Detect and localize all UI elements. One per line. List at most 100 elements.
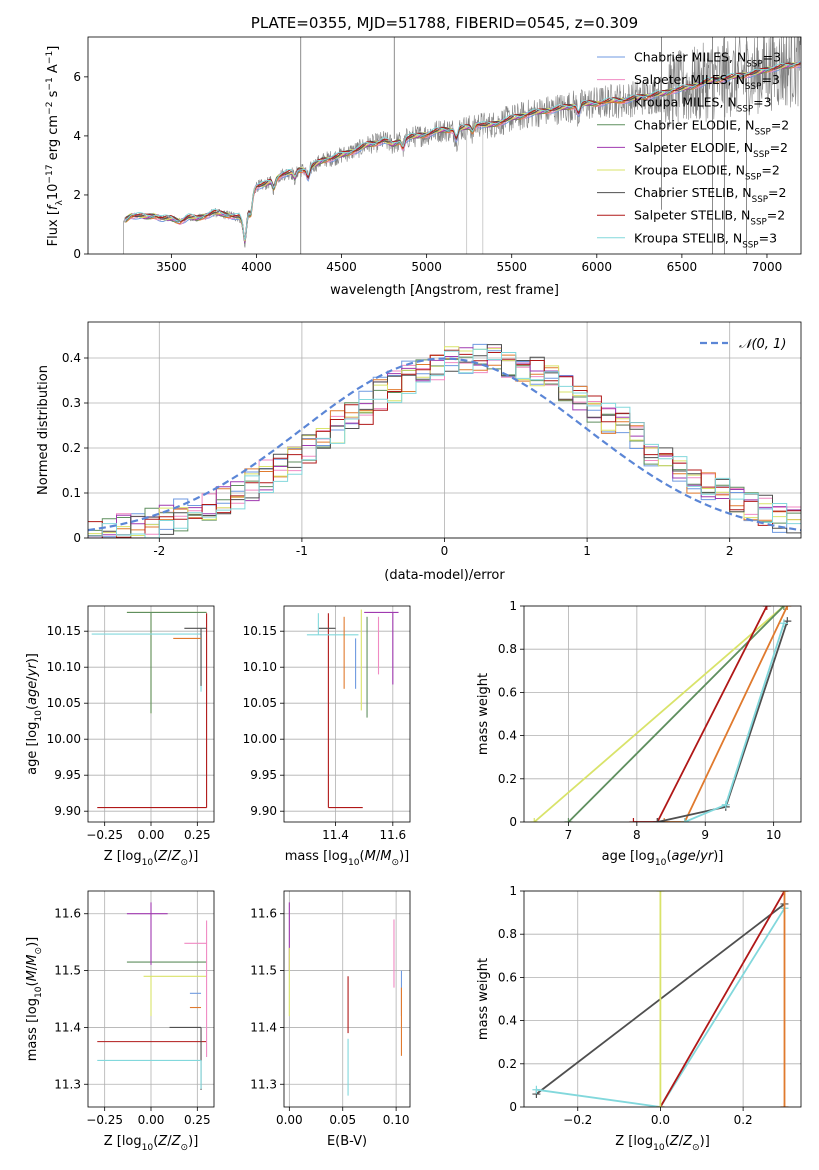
x-tick-label: 0.10: [383, 1113, 410, 1127]
y-tick-label: 10.05: [243, 696, 277, 710]
cumulative-marker: [656, 891, 665, 895]
cumulative-marker: [780, 891, 789, 895]
y-tick-label: 10.15: [243, 624, 277, 638]
spectrum-ylabel: Flux [fλ10−17 erg cm−2 s−1 A−1]: [45, 46, 65, 247]
cumulative-age-axes-xlabel: age [log10(age/yr)]: [602, 849, 724, 868]
mass-vs-Z-axes-frame: [87, 890, 215, 1108]
y-tick-label: 0.3: [62, 396, 81, 410]
legend-label: Chabrier MILES, NSSP=3: [634, 50, 781, 70]
age-vs-mass-axes-xlabel: mass [log10(M/M⊙)]: [285, 849, 409, 868]
legend-label: Salpeter ELODIE, NSSP=2: [634, 140, 788, 160]
mass-vs-EBV-axes: 0.00 0.05 0.10 11.3 11.4 11.5 11.6: [250, 890, 411, 1127]
mass-vs-Z-axes: −0.25 0.00 0.25 11.3 11.4 11.5 11.6: [54, 890, 215, 1127]
mass-vs-EBV-axes-plot: [288, 902, 403, 1096]
y-tick-label: 9.90: [54, 804, 81, 818]
y-tick-label: 0.8: [498, 642, 517, 656]
y-tick-label: 11.4: [250, 1020, 277, 1034]
mass-vs-Z-axes-plot: [97, 902, 208, 1090]
x-tick-label: 0: [441, 544, 449, 558]
mass-vs-EBV-axes-xlabel: E(B-V): [327, 1134, 367, 1149]
spectrum-axes: 3500 4000 4500 5000 5500 6000 6500 7000 0 2 4 6: [73, 36, 802, 274]
y-tick-label: 9.95: [250, 768, 277, 782]
y-tick-label: 6: [73, 70, 81, 84]
x-tick-label: −0.25: [86, 1113, 123, 1127]
x-tick-label: 4500: [326, 260, 357, 274]
y-tick-label: 0.6: [498, 685, 517, 699]
age-vs-mass-axes: 11.4 11.6 9.90 9.95 10.00 10.05 10.10 10.15: [243, 605, 411, 842]
cumulative-marker: [532, 1085, 541, 1094]
y-tick-label: 4: [73, 129, 81, 143]
x-tick-label: 6000: [582, 260, 613, 274]
model-spectrum: [125, 60, 801, 240]
cumulative-age-axes: 7 8 9 10 0 0.2 0.4 0.6 0.8 1: [498, 599, 802, 842]
cumulative-Z-axes: −0.2 0.0 0.2 0 0.2 0.4 0.6 0.8 1: [498, 884, 802, 1127]
cumulative-marker: [721, 800, 730, 809]
cumulative-marker: [660, 818, 669, 822]
cumulative-marker: [779, 619, 788, 628]
y-tick-label: 1: [509, 884, 517, 898]
cumulative-marker: [656, 1103, 665, 1107]
residuals-axes-frame: [87, 321, 802, 539]
y-tick-label: 0: [73, 531, 81, 545]
mass-vs-Z-axes-xlabel: Z [log10(Z/Z⊙)]: [104, 1134, 199, 1153]
mass-vs-Z-axes-ticks: −0.25 0.00 0.25 11.3 11.4 11.5 11.6: [54, 907, 210, 1127]
x-tick-label: 5500: [496, 260, 527, 274]
legend-label: Kroupa MILES, NSSP=3: [634, 95, 772, 115]
age-vs-mass-axes-ticks: 11.4 11.6 9.90 9.95 10.00 10.05 10.10 10.15: [243, 624, 407, 842]
age-vs-Z-axes: −0.25 0.00 0.25 9.90 9.95 10.00 10.05 10.10 10.1…: [47, 605, 215, 842]
x-tick-label: 0.0: [651, 1113, 670, 1127]
x-tick-label: -2: [153, 544, 165, 558]
y-tick-label: 0.2: [62, 441, 81, 455]
cumulative-Z-axes-ticks: −0.2 0.0 0.2 0 0.2 0.4 0.6 0.8 1: [498, 884, 753, 1127]
x-tick-label: 0.2: [734, 1113, 753, 1127]
y-tick-label: 0: [509, 815, 517, 829]
y-tick-label: 0.2: [498, 772, 517, 786]
residuals-xlabel: (data-model)/error: [384, 568, 505, 583]
y-tick-label: 0: [73, 247, 81, 261]
x-tick-label: −0.2: [563, 1113, 592, 1127]
gaussian-curve: [88, 357, 801, 532]
x-tick-label: 9: [701, 828, 709, 842]
x-tick-label: -1: [296, 544, 308, 558]
residuals-axes: -2 -1 0 1 2 0 0.1 0.2 0.3 0.4: [62, 321, 802, 558]
y-tick-label: 11.6: [54, 907, 81, 921]
cumulative-age-axes-ticks: 7 8 9 10 0 0.2 0.4 0.6 0.8 1: [498, 599, 781, 842]
age-vs-mass-axes-frame: [283, 605, 411, 823]
mass-vs-EBV-axes-ticks: 0.00 0.05 0.10 11.3 11.4 11.5 11.6: [250, 907, 409, 1127]
cumulative-line: [633, 606, 768, 822]
cumulative-Z-axes-xlabel: Z [log10(Z/Z⊙)]: [615, 1134, 710, 1153]
y-tick-label: 10.10: [47, 660, 81, 674]
x-tick-label: 1: [583, 544, 591, 558]
x-tick-label: 10: [766, 828, 781, 842]
age-vs-Z-axes-xlabel: Z [log10(Z/Z⊙)]: [104, 849, 199, 868]
legend-label: Chabrier STELIB, NSSP=2: [634, 185, 786, 205]
x-tick-label: 0.05: [329, 1113, 356, 1127]
mass-vs-Z-axes-ylabel: mass [log10(M/M⊙)]: [25, 937, 44, 1061]
y-tick-label: 1: [509, 599, 517, 613]
cumulative-age-axes-ylabel: mass weight: [476, 673, 491, 755]
cumulative-marker: [653, 818, 662, 822]
x-tick-label: 6500: [667, 260, 698, 274]
cumulative-line: [533, 606, 785, 822]
y-tick-label: 10.05: [47, 696, 81, 710]
age-vs-Z-axes-ticks: −0.25 0.00 0.25 9.90 9.95 10.00 10.05 10.10 10.1…: [47, 624, 211, 842]
legend-label: Chabrier ELODIE, NSSP=2: [634, 117, 789, 137]
cumulative-age-axes-plot: [530, 606, 792, 822]
gaussian-legend-label: 𝒩(0, 1): [739, 337, 786, 352]
cumulative-age-axes-frame: [523, 605, 802, 823]
y-tick-label: 11.4: [54, 1020, 81, 1034]
cumulative-marker: [564, 818, 573, 822]
y-tick-label: 2: [73, 188, 81, 202]
spectrum-title: PLATE=0355, MJD=51788, FIBERID=0545, z=0…: [251, 14, 638, 32]
residuals-axes-ticks: -2 -1 0 1 2 0 0.1 0.2 0.3 0.4: [62, 351, 734, 558]
residual-histogram: [88, 349, 801, 538]
y-tick-label: 0.4: [62, 351, 81, 365]
y-tick-label: 11.3: [54, 1077, 81, 1091]
x-tick-label: 5000: [411, 260, 442, 274]
residuals-axes-plot: [88, 343, 801, 538]
legend-label: Kroupa ELODIE, NSSP=2: [634, 163, 780, 183]
x-tick-label: 0.00: [138, 1113, 165, 1127]
y-tick-label: 0.4: [498, 1014, 517, 1028]
